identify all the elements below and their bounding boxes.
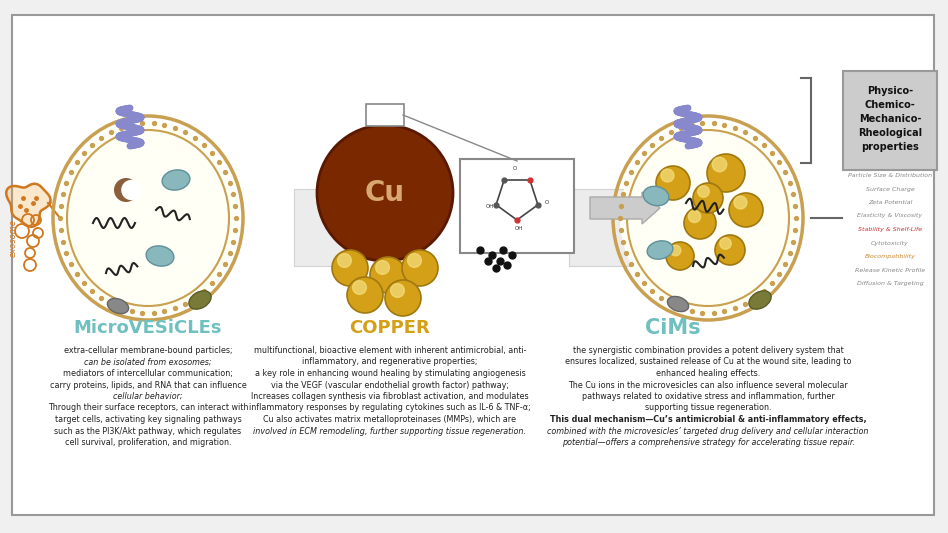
- Text: Cytotoxicity: Cytotoxicity: [871, 240, 909, 246]
- Circle shape: [347, 277, 383, 313]
- Text: CiMs: CiMs: [646, 318, 701, 338]
- Ellipse shape: [121, 180, 141, 200]
- Ellipse shape: [60, 123, 236, 313]
- Circle shape: [332, 250, 368, 286]
- Ellipse shape: [189, 291, 211, 309]
- Ellipse shape: [162, 170, 190, 190]
- Text: Increases collagen synthesis via fibroblast activation, and modulates: Increases collagen synthesis via fibrobl…: [251, 392, 529, 401]
- Text: enhanced healing effects.: enhanced healing effects.: [656, 369, 760, 378]
- Text: multifunctional, bioactive element with inherent antimicrobial, anti-: multifunctional, bioactive element with …: [254, 346, 526, 355]
- Ellipse shape: [749, 291, 771, 309]
- Text: O: O: [513, 166, 517, 171]
- FancyBboxPatch shape: [843, 71, 937, 170]
- Text: Biocompatibility: Biocompatibility: [865, 254, 916, 259]
- FancyBboxPatch shape: [460, 159, 574, 253]
- Text: inflammatory, and regenerative properties;: inflammatory, and regenerative propertie…: [302, 358, 478, 367]
- Text: Physico-
Chemico-
Mechanico-
Rheological
properties: Physico- Chemico- Mechanico- Rheological…: [858, 85, 922, 151]
- Circle shape: [715, 235, 745, 265]
- Text: ensures localized, sustained release of Cu at the wound site, leading to: ensures localized, sustained release of …: [565, 358, 851, 367]
- Text: pathways related to oxidative stress and inflammation, further: pathways related to oxidative stress and…: [582, 392, 834, 401]
- Text: Cu: Cu: [365, 179, 405, 207]
- Text: OH: OH: [485, 204, 494, 208]
- Text: cellular behavior;: cellular behavior;: [113, 392, 183, 401]
- Text: inflammatory responses by regulating cytokines such as IL-6 & TNF-α;: inflammatory responses by regulating cyt…: [249, 403, 531, 413]
- Text: This dual mechanism—Cu’s antimicrobial & anti-inflammatory effects,: This dual mechanism—Cu’s antimicrobial &…: [550, 415, 866, 424]
- FancyBboxPatch shape: [294, 189, 356, 266]
- Text: carry proteins, lipids, and RNA that can influence: carry proteins, lipids, and RNA that can…: [49, 381, 246, 390]
- Text: Particle Size & Distribution: Particle Size & Distribution: [848, 173, 932, 178]
- Ellipse shape: [114, 178, 138, 202]
- Circle shape: [402, 250, 438, 286]
- Polygon shape: [7, 184, 50, 227]
- Text: MicroVESiCLEs: MicroVESiCLEs: [74, 319, 222, 337]
- Text: mediators of intercellular communication;: mediators of intercellular communication…: [64, 369, 233, 378]
- Text: involved in ECM remodeling, further supporting tissue regeneration.: involved in ECM remodeling, further supp…: [253, 426, 526, 435]
- Text: via the VEGF (vascular endothelial growth factor) pathway;: via the VEGF (vascular endothelial growt…: [271, 381, 509, 390]
- FancyBboxPatch shape: [366, 104, 404, 126]
- Text: can be isolated from exosomes;: can be isolated from exosomes;: [84, 358, 211, 367]
- Text: exosome: exosome: [9, 219, 17, 257]
- Text: Elasticity & Viscosity: Elasticity & Viscosity: [857, 214, 922, 219]
- Ellipse shape: [620, 123, 796, 313]
- Circle shape: [729, 193, 763, 227]
- FancyBboxPatch shape: [569, 189, 636, 266]
- FancyBboxPatch shape: [12, 15, 934, 515]
- Text: The Cu ions in the microvesicles can also influence several molecular: The Cu ions in the microvesicles can als…: [568, 381, 848, 390]
- Circle shape: [707, 154, 745, 192]
- FancyArrow shape: [590, 192, 660, 224]
- Text: such as the PI3K/Akt pathway, which regulates: such as the PI3K/Akt pathway, which regu…: [54, 426, 242, 435]
- Text: Surface Charge: Surface Charge: [866, 187, 915, 191]
- Circle shape: [317, 125, 453, 261]
- Text: Stability & Shelf-Life: Stability & Shelf-Life: [858, 227, 922, 232]
- Text: a key role in enhancing wound healing by stimulating angiogenesis: a key role in enhancing wound healing by…: [255, 369, 525, 378]
- Text: potential—offers a comprehensive strategy for accelerating tissue repair.: potential—offers a comprehensive strateg…: [561, 438, 854, 447]
- Text: Cu also activates matrix metalloproteinases (MMPs), which are: Cu also activates matrix metalloproteina…: [264, 415, 517, 424]
- Circle shape: [370, 257, 406, 293]
- Text: the synergistic combination provides a potent delivery system that: the synergistic combination provides a p…: [573, 346, 844, 355]
- Ellipse shape: [146, 246, 173, 266]
- Text: target cells, activating key signaling pathways: target cells, activating key signaling p…: [55, 415, 242, 424]
- Text: extra-cellular membrane-bound particles;: extra-cellular membrane-bound particles;: [64, 346, 232, 355]
- Text: O: O: [545, 200, 549, 206]
- Text: OH: OH: [515, 225, 523, 230]
- Text: Release Kinetic Profile: Release Kinetic Profile: [855, 268, 925, 272]
- Circle shape: [666, 242, 694, 270]
- Text: Through their surface receptors, can interact with: Through their surface receptors, can int…: [47, 403, 248, 413]
- Circle shape: [684, 207, 716, 239]
- Text: supporting tissue regeneration.: supporting tissue regeneration.: [645, 403, 772, 413]
- Ellipse shape: [643, 187, 669, 206]
- Text: COPPER: COPPER: [350, 319, 430, 337]
- Ellipse shape: [107, 298, 129, 313]
- Circle shape: [385, 280, 421, 316]
- Text: Zeta Potential: Zeta Potential: [867, 200, 912, 205]
- Ellipse shape: [647, 241, 673, 259]
- Text: cell survival, proliferation, and migration.: cell survival, proliferation, and migrat…: [64, 438, 231, 447]
- Circle shape: [656, 166, 690, 200]
- Text: Diffusion & Targeting: Diffusion & Targeting: [857, 281, 923, 286]
- Circle shape: [693, 183, 723, 213]
- Text: combined with the microvesicles’ targeted drug delivery and cellular interaction: combined with the microvesicles’ targete…: [547, 426, 868, 435]
- Ellipse shape: [667, 296, 688, 312]
